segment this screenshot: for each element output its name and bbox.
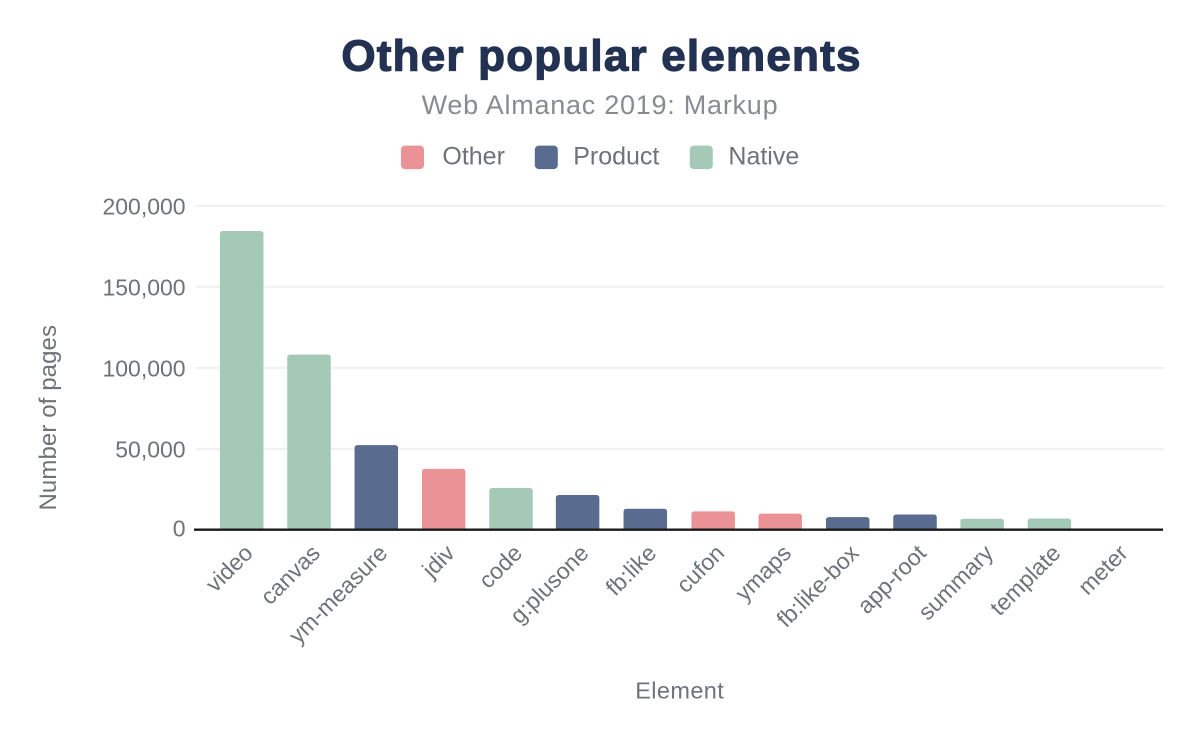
svg-text:Native: Native	[728, 142, 799, 170]
svg-text:Number of pages: Number of pages	[35, 325, 62, 511]
svg-text:0: 0	[173, 516, 186, 542]
svg-text:150,000: 150,000	[102, 274, 185, 300]
svg-text:Other popular elements: Other popular elements	[341, 31, 861, 80]
svg-text:200,000: 200,000	[102, 193, 185, 219]
svg-text:100,000: 100,000	[102, 355, 185, 381]
svg-text:50,000: 50,000	[115, 436, 185, 462]
svg-text:Other: Other	[442, 142, 505, 170]
svg-text:Element: Element	[635, 678, 724, 704]
svg-text:Product: Product	[573, 142, 659, 170]
svg-text:Web Almanac 2019: Markup: Web Almanac 2019: Markup	[422, 90, 779, 120]
